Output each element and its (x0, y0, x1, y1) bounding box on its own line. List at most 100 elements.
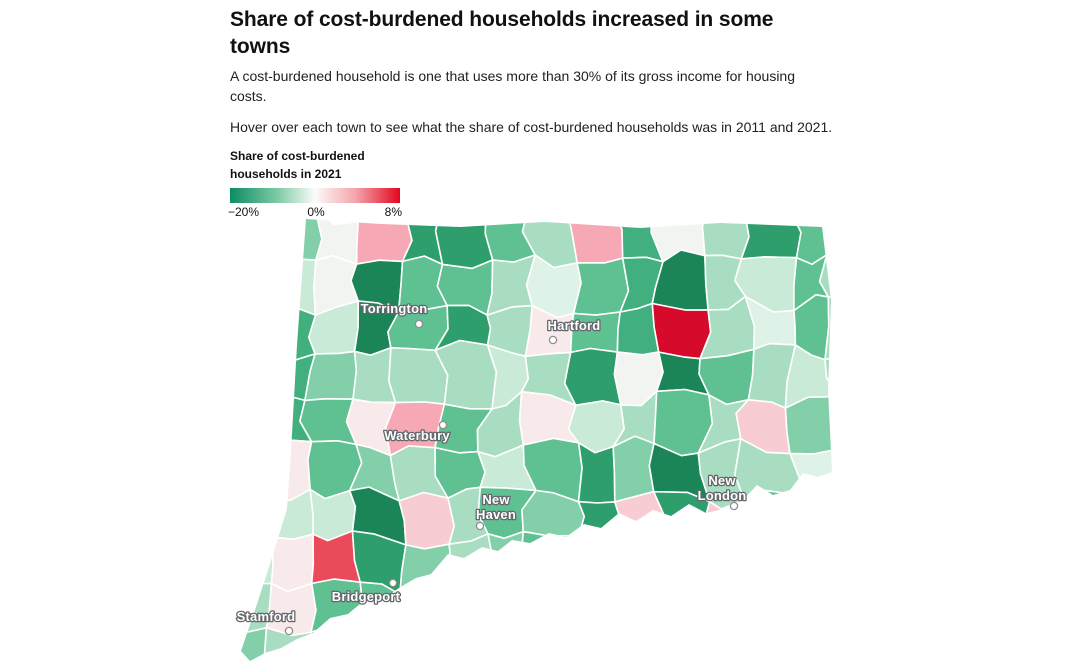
town-shape[interactable] (445, 532, 496, 596)
chart-description: A cost-burdened household is one that us… (230, 68, 796, 104)
town-shape[interactable] (568, 583, 618, 644)
town-shape[interactable] (270, 533, 315, 593)
legend-gradient-bar (230, 188, 400, 203)
town-shape[interactable] (831, 484, 882, 539)
town-shape[interactable] (702, 627, 748, 669)
town-shape[interactable] (214, 295, 270, 363)
town-shape[interactable] (826, 203, 888, 264)
town-shape[interactable] (835, 438, 883, 503)
town-shape[interactable] (701, 200, 750, 260)
town-shape[interactable] (824, 352, 881, 405)
town-shape[interactable] (521, 574, 575, 649)
town-shape[interactable] (216, 208, 266, 269)
chart-hint: Hover over each town to see what the sha… (230, 119, 833, 135)
town-shape[interactable] (217, 626, 269, 669)
town-shape[interactable] (784, 395, 843, 455)
town-shape[interactable] (438, 626, 481, 669)
legend: Share of cost-burdened households in 202… (228, 147, 430, 220)
town-shape[interactable] (566, 199, 624, 264)
legend-title: Share of cost-burdened households in 202… (230, 147, 430, 183)
legend-min-label: −20% (228, 205, 260, 219)
town-shape[interactable] (651, 302, 712, 360)
legend-title-line-2: households in 2021 (230, 167, 342, 181)
city-label-new-london: New London (698, 473, 747, 503)
town-shape[interactable] (563, 347, 622, 407)
city-marker-bridgeport (388, 578, 398, 588)
town-shape[interactable] (399, 543, 453, 596)
city-label-waterbury: Waterbury (384, 428, 450, 443)
towns-layer (214, 199, 888, 669)
town-shape[interactable] (477, 579, 530, 639)
town-shape[interactable] (577, 441, 616, 504)
town-shape[interactable] (557, 632, 618, 669)
town-shape[interactable] (254, 257, 317, 316)
town-shape[interactable] (737, 586, 798, 633)
town-shape[interactable] (789, 448, 844, 504)
legend-max-label: 8% (384, 205, 402, 219)
town-shape[interactable] (824, 296, 878, 361)
town-shape[interactable] (605, 582, 656, 644)
town-shape[interactable] (740, 205, 802, 260)
town-shape[interactable] (214, 392, 268, 452)
town-shape[interactable] (347, 631, 406, 669)
town-shape[interactable] (743, 534, 789, 598)
town-shape[interactable] (604, 630, 662, 669)
town-shape[interactable] (520, 530, 584, 586)
town-shape[interactable] (784, 344, 840, 409)
town-shape[interactable] (355, 209, 413, 265)
chart-title: Share of cost-burdened households increa… (230, 8, 774, 58)
town-shape[interactable] (697, 537, 753, 594)
legend-ticks: −20% 0% 8% (228, 205, 402, 220)
town-shape[interactable] (260, 210, 323, 269)
town-shape[interactable] (310, 578, 365, 634)
city-label-stamford: Stamford (237, 609, 296, 624)
town-shape[interactable] (398, 491, 456, 550)
town-shape[interactable] (310, 626, 363, 669)
town-shape[interactable] (612, 435, 655, 503)
town-shape[interactable] (830, 633, 881, 669)
town-shape[interactable] (653, 537, 710, 586)
town-shape[interactable] (782, 534, 833, 593)
town-shape[interactable] (572, 534, 618, 597)
town-shape[interactable] (217, 256, 269, 301)
city-marker-torrington (414, 319, 424, 329)
city-label-new-haven: New Haven (476, 492, 516, 522)
town-shape[interactable] (611, 541, 668, 597)
legend-zero-label: 0% (307, 205, 325, 219)
town-shape[interactable] (519, 636, 572, 669)
town-shape[interactable] (818, 253, 882, 311)
town-shape[interactable] (572, 257, 630, 316)
town-shape[interactable] (220, 486, 278, 545)
town-shape[interactable] (440, 582, 490, 639)
town-shape[interactable] (650, 636, 711, 669)
city-marker-new-london (729, 501, 739, 511)
town-shape[interactable] (487, 530, 527, 596)
town-shape[interactable] (314, 212, 359, 265)
city-marker-waterbury (438, 420, 448, 430)
town-shape[interactable] (835, 397, 882, 452)
city-marker-new-haven (475, 521, 485, 531)
town-shape[interactable] (477, 626, 530, 669)
town-shape[interactable] (434, 206, 494, 270)
town-shape[interactable] (398, 588, 448, 639)
legend-title-line-1: Share of cost-burdened (230, 149, 365, 163)
town-shape[interactable] (219, 346, 268, 403)
town-shape[interactable] (650, 579, 712, 644)
town-shape[interactable] (822, 532, 880, 591)
city-annotations: Torrington Hartford Waterbury New Haven New Lo… (235, 300, 748, 636)
city-label-hartford: Hartford (548, 318, 601, 333)
city-marker-hartford (548, 335, 558, 345)
town-shape[interactable] (786, 493, 845, 543)
town-shape[interactable] (398, 626, 443, 669)
town-shape[interactable] (784, 631, 835, 669)
city-label-bridgeport: Bridgeport (332, 589, 401, 604)
town-shape[interactable] (782, 585, 836, 642)
town-shape[interactable] (743, 489, 796, 552)
town-shape[interactable] (702, 579, 753, 642)
town-shape[interactable] (226, 444, 275, 503)
town-shape[interactable] (828, 585, 880, 641)
city-marker-stamford (284, 626, 294, 636)
town-shape[interactable] (737, 625, 798, 669)
